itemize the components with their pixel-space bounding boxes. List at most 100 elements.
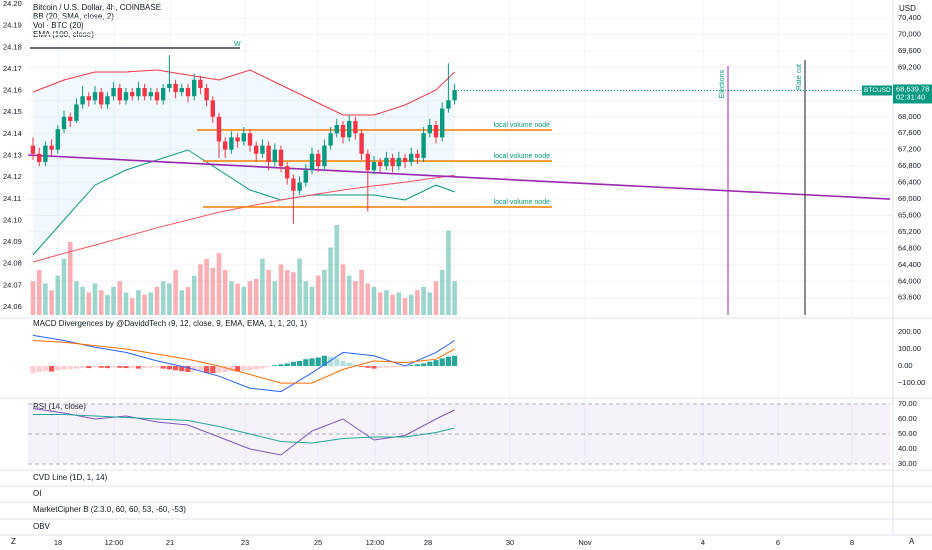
candle-body bbox=[74, 104, 79, 121]
candle-body bbox=[260, 145, 265, 154]
volume-bar bbox=[43, 283, 48, 315]
macd-histogram-bar bbox=[142, 366, 148, 369]
candle-body bbox=[68, 116, 73, 121]
volume-bar bbox=[433, 281, 439, 315]
volume-bar bbox=[315, 275, 321, 315]
pane-title[interactable]: OBV bbox=[33, 522, 51, 531]
pane-title[interactable]: MarketCipher B (2.3.0, 60, 60, 53, -60, … bbox=[33, 505, 186, 514]
macd-histogram-bar bbox=[197, 366, 203, 371]
candle-body bbox=[415, 153, 420, 158]
macd-histogram-bar bbox=[328, 356, 334, 367]
macd-histogram-bar bbox=[334, 358, 340, 367]
candle-body bbox=[285, 166, 290, 179]
left-tick-label: 24.17 bbox=[3, 64, 22, 73]
candle-body bbox=[390, 157, 395, 167]
candle-body bbox=[433, 125, 439, 138]
macd-histogram-bar bbox=[340, 360, 346, 367]
volume-bar bbox=[247, 281, 253, 315]
volume-bar bbox=[297, 258, 302, 315]
macd-histogram-bar bbox=[49, 366, 55, 372]
macd-histogram-bar bbox=[129, 366, 135, 368]
candle-body bbox=[30, 145, 36, 154]
macd-histogram-bar bbox=[421, 363, 427, 367]
time-label: 8 bbox=[850, 538, 854, 547]
candle-body bbox=[154, 92, 160, 101]
footer-left[interactable]: Z bbox=[11, 537, 16, 546]
pane-title[interactable]: CVD Line (1D, 1, 14) bbox=[33, 473, 108, 482]
volume-bar bbox=[160, 281, 166, 315]
time-label: 30 bbox=[506, 538, 514, 547]
candle-body bbox=[446, 100, 451, 109]
left-tick-label: 24.12 bbox=[3, 172, 22, 181]
signal-line bbox=[32, 340, 455, 384]
macd-histogram-bar bbox=[427, 361, 433, 367]
candle-body bbox=[359, 133, 364, 154]
volume-bar bbox=[303, 281, 309, 315]
volume-bar bbox=[390, 294, 395, 315]
candle-body bbox=[278, 149, 284, 167]
macd-tick-label: 0.00 bbox=[898, 361, 913, 370]
time-label: 28 bbox=[424, 538, 432, 547]
macd-histogram-bar bbox=[67, 366, 73, 370]
candle-body bbox=[340, 125, 346, 138]
macd-histogram-bar bbox=[408, 365, 414, 367]
indicator-label: Vol · BTC (20) bbox=[33, 21, 84, 30]
macd-histogram-bar bbox=[210, 366, 216, 374]
macd-histogram-bar bbox=[259, 366, 265, 369]
price-tag-label: 68,639.78 bbox=[896, 84, 929, 93]
macd-histogram-bar bbox=[160, 366, 166, 369]
candle-body bbox=[427, 125, 432, 134]
volume-bar bbox=[340, 264, 346, 315]
candle-body bbox=[210, 100, 215, 117]
candle-body bbox=[43, 145, 48, 163]
candle-body bbox=[216, 116, 222, 142]
volume-bar bbox=[353, 281, 358, 315]
candle-body bbox=[161, 88, 166, 101]
macd-histogram-bar bbox=[383, 366, 389, 368]
pane-title[interactable]: OI bbox=[33, 489, 41, 498]
macd-histogram-bar bbox=[439, 358, 445, 367]
time-label: 4 bbox=[701, 538, 705, 547]
candle-body bbox=[402, 157, 408, 163]
macd-histogram-bar bbox=[352, 364, 358, 367]
macd-histogram-bar bbox=[123, 366, 129, 369]
candle-body bbox=[409, 153, 414, 163]
macd-histogram-bar bbox=[253, 366, 259, 370]
macd-tick-label: 200.00 bbox=[898, 327, 921, 336]
macd-histogram-bar bbox=[266, 366, 272, 367]
currency[interactable]: USD bbox=[899, 4, 916, 13]
countdown-label: 02:31:40 bbox=[896, 92, 925, 101]
macd-histogram-bar bbox=[185, 366, 191, 372]
candle-body bbox=[148, 92, 153, 97]
volume-bar bbox=[98, 290, 104, 315]
candle-body bbox=[117, 88, 122, 101]
left-tick-label: 24.16 bbox=[3, 86, 22, 95]
price-tick-label: 70,400 bbox=[898, 13, 921, 22]
rsi-tick-label: 70.00 bbox=[898, 399, 917, 408]
volume-bar bbox=[415, 290, 420, 315]
candle-body bbox=[167, 83, 172, 89]
volume-bar bbox=[235, 283, 240, 315]
volume-bar bbox=[167, 283, 172, 315]
candle-body bbox=[247, 133, 253, 146]
volume-bar bbox=[173, 270, 178, 315]
macd-histogram-bar bbox=[228, 366, 234, 372]
volume-bar bbox=[266, 270, 271, 315]
candle-body bbox=[452, 90, 457, 101]
candle-body bbox=[142, 88, 147, 97]
price-tick-label: 67,600 bbox=[898, 128, 921, 137]
candle-body bbox=[291, 178, 296, 191]
price-tick-label: 66,400 bbox=[898, 178, 921, 187]
footer-right[interactable]: A bbox=[909, 537, 915, 546]
macd-histogram-bar bbox=[179, 366, 185, 372]
volume-node-label: local volume node bbox=[494, 199, 551, 206]
macd-histogram-bar bbox=[154, 366, 160, 368]
ema-line bbox=[32, 174, 455, 263]
volume-bar bbox=[396, 292, 402, 315]
time-label: 23 bbox=[241, 538, 249, 547]
macd-histogram-bar bbox=[272, 365, 278, 367]
candle-body bbox=[80, 96, 85, 105]
volume-bar bbox=[346, 275, 352, 315]
volume-bar bbox=[446, 230, 451, 315]
macd-histogram-bar bbox=[135, 366, 141, 369]
